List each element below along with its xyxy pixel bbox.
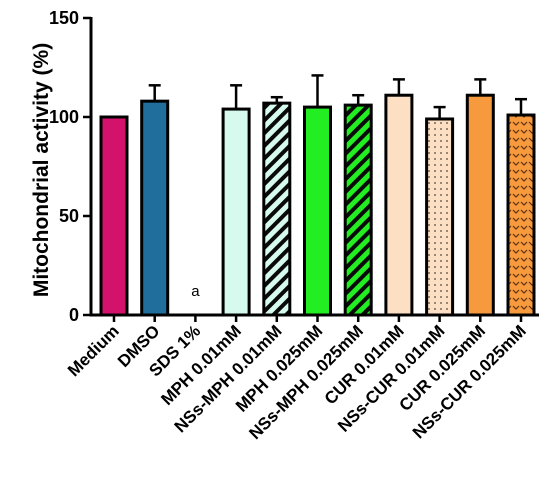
bar <box>141 101 168 315</box>
y-tick-label: 150 <box>49 8 79 28</box>
bar-pattern <box>508 115 534 316</box>
y-tick-label: 0 <box>69 305 79 325</box>
annotation-label: a <box>191 283 200 300</box>
bar-pattern <box>345 105 372 316</box>
bar <box>385 95 412 315</box>
x-tick-label: Medium <box>64 321 123 380</box>
y-axis-label: Mitochondrial activity (%) <box>30 43 53 297</box>
bar <box>467 95 494 315</box>
bar-pattern <box>263 103 290 315</box>
bar-pattern <box>426 118 453 315</box>
bar <box>101 117 127 315</box>
y-tick-label: 100 <box>49 107 79 127</box>
y-tick-label: 50 <box>59 206 79 226</box>
bar <box>223 109 250 315</box>
bar <box>304 107 331 315</box>
